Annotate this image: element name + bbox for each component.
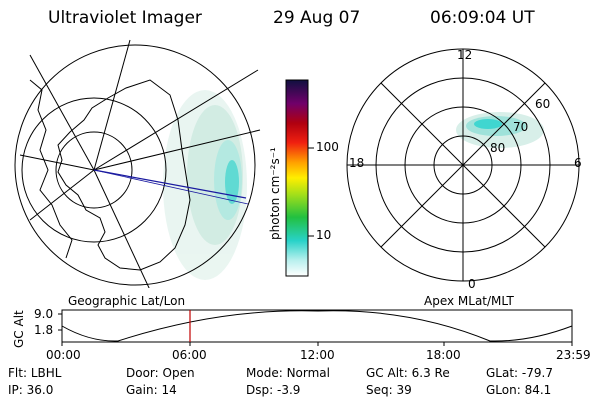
info-door: Door: Open (126, 366, 195, 380)
colorbar-unit-label: photon cm⁻²s⁻¹ (268, 147, 282, 240)
polar-plot (346, 48, 580, 282)
info-gc-alt: GC Alt: 6.3 Re (366, 366, 450, 380)
colorbar-tick-100: 100 (316, 140, 339, 154)
instrument-title: Ultraviolet Imager (48, 8, 202, 28)
time-tick-0600: 06:00 (172, 348, 207, 362)
geographic-map (14, 39, 261, 288)
altitude-tick-bottom: 1.8 (34, 323, 54, 337)
time-label: 06:09:04 UT (430, 8, 535, 28)
info-gain: Gain: 14 (126, 383, 177, 397)
mlat-60-label: 60 (535, 97, 551, 111)
mlt-0-label: 0 (468, 277, 476, 291)
info-glat: GLat: -79.7 (486, 366, 553, 380)
apex-caption: Apex MLat/MLT (424, 294, 514, 308)
info-ip: IP: 36.0 (8, 383, 54, 397)
colorbar-tick-10: 10 (316, 228, 332, 242)
aurora-emission-left (163, 90, 247, 280)
info-dsp: Dsp: -3.9 (246, 383, 301, 397)
mlt-6-label: 6 (574, 156, 582, 170)
altitude-axis-label: GC Alt (12, 310, 26, 348)
time-tick-2359: 23:59 (556, 348, 591, 362)
altitude-strip (58, 309, 573, 346)
mlat-70-label: 70 (513, 120, 529, 134)
colorbar (285, 79, 314, 277)
geographic-caption: Geographic Lat/Lon (68, 294, 186, 308)
mlat-80-label: 80 (490, 141, 506, 155)
altitude-tick-top: 9.0 (34, 307, 54, 321)
time-tick-1200: 12:00 (300, 348, 335, 362)
time-tick-0000: 00:00 (46, 348, 81, 362)
date-label: 29 Aug 07 (273, 8, 361, 28)
time-tick-1800: 18:00 (426, 348, 461, 362)
info-seq: Seq: 39 (366, 383, 412, 397)
info-mode: Mode: Normal (246, 366, 330, 380)
aurora-emission-right (456, 112, 544, 148)
info-flt: Flt: LBHL (8, 366, 62, 380)
mlt-12-label: 12 (457, 48, 473, 62)
info-glon: GLon: 84.1 (486, 383, 552, 397)
mlt-18-label: 18 (349, 156, 365, 170)
